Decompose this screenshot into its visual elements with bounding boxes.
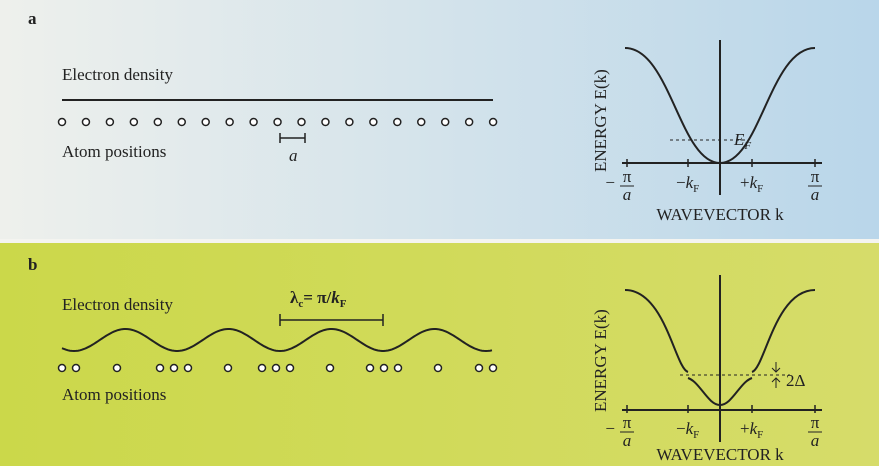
density-label: Electron density xyxy=(62,295,173,314)
atom xyxy=(287,365,294,372)
atom xyxy=(154,119,161,126)
atom xyxy=(476,365,483,372)
atom xyxy=(259,365,266,372)
tick-den: a xyxy=(811,431,820,450)
atom xyxy=(226,119,233,126)
atom xyxy=(106,119,113,126)
spacing-label: a xyxy=(289,146,298,165)
atom xyxy=(490,365,497,372)
atoms-label: Atom positions xyxy=(62,385,166,404)
atom xyxy=(346,119,353,126)
atom xyxy=(171,365,178,372)
atom xyxy=(273,365,280,372)
tick-num: π xyxy=(623,167,632,186)
atom xyxy=(73,365,80,372)
atom xyxy=(418,119,425,126)
x-label: WAVEVECTOR k xyxy=(656,205,784,224)
atom xyxy=(327,365,334,372)
density-label: Electron density xyxy=(62,65,173,84)
atom xyxy=(394,119,401,126)
atom xyxy=(114,365,121,372)
tick-sign: − xyxy=(605,419,615,438)
atom xyxy=(435,365,442,372)
tick-num: π xyxy=(623,413,632,432)
atom xyxy=(185,365,192,372)
atom xyxy=(466,119,473,126)
gap-label: 2Δ xyxy=(786,371,806,390)
panel-label: b xyxy=(28,255,37,274)
atom xyxy=(59,365,66,372)
tick-num: π xyxy=(811,413,820,432)
atoms-label: Atom positions xyxy=(62,142,166,161)
atom xyxy=(381,365,388,372)
atom xyxy=(370,119,377,126)
panel-label: a xyxy=(28,9,37,28)
x-label: WAVEVECTOR k xyxy=(656,445,784,464)
atom xyxy=(442,119,449,126)
figure: a Electron density Atom positions a EF E… xyxy=(0,0,879,466)
atom xyxy=(298,119,305,126)
atom xyxy=(130,119,137,126)
tick-sign: − xyxy=(605,173,615,192)
atom xyxy=(395,365,402,372)
atom xyxy=(82,119,89,126)
atom xyxy=(225,365,232,372)
energy-label: ENERGY E(k) xyxy=(591,69,610,172)
atom xyxy=(490,119,497,126)
divider xyxy=(0,239,879,243)
atom xyxy=(322,119,329,126)
tick-den: a xyxy=(623,185,632,204)
atom xyxy=(59,119,66,126)
atom xyxy=(178,119,185,126)
tick-num: π xyxy=(811,167,820,186)
atom xyxy=(274,119,281,126)
atom xyxy=(202,119,209,126)
atom xyxy=(250,119,257,126)
tick-den: a xyxy=(811,185,820,204)
atom xyxy=(157,365,164,372)
tick-den: a xyxy=(623,431,632,450)
atom xyxy=(367,365,374,372)
energy-label: ENERGY E(k) xyxy=(591,309,610,412)
